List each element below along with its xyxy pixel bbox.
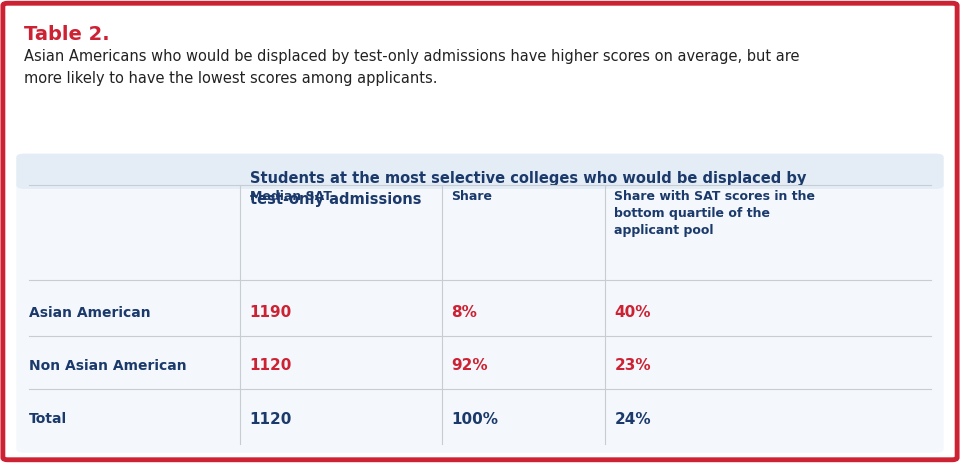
FancyBboxPatch shape: [16, 154, 944, 453]
Text: Asian Americans who would be displaced by test-only admissions have higher score: Asian Americans who would be displaced b…: [24, 49, 800, 86]
Text: 100%: 100%: [451, 412, 498, 426]
Text: 23%: 23%: [614, 358, 651, 373]
FancyBboxPatch shape: [16, 154, 944, 189]
FancyBboxPatch shape: [3, 3, 957, 460]
Text: 24%: 24%: [614, 412, 651, 426]
Text: Table 2.: Table 2.: [24, 25, 109, 44]
Text: Median SAT: Median SAT: [250, 190, 331, 203]
Text: Students at the most selective colleges who would be displaced by
test-only admi: Students at the most selective colleges …: [250, 171, 806, 207]
Text: 1120: 1120: [250, 358, 292, 373]
Text: 1120: 1120: [250, 412, 292, 426]
Text: Non Asian American: Non Asian American: [29, 359, 186, 373]
Text: Total: Total: [29, 412, 67, 426]
Text: 1190: 1190: [250, 305, 292, 320]
Text: 8%: 8%: [451, 305, 477, 320]
Text: Asian American: Asian American: [29, 306, 151, 319]
Text: Share: Share: [451, 190, 492, 203]
Text: 92%: 92%: [451, 358, 488, 373]
Text: 40%: 40%: [614, 305, 651, 320]
Text: Share with SAT scores in the
bottom quartile of the
applicant pool: Share with SAT scores in the bottom quar…: [614, 190, 815, 237]
